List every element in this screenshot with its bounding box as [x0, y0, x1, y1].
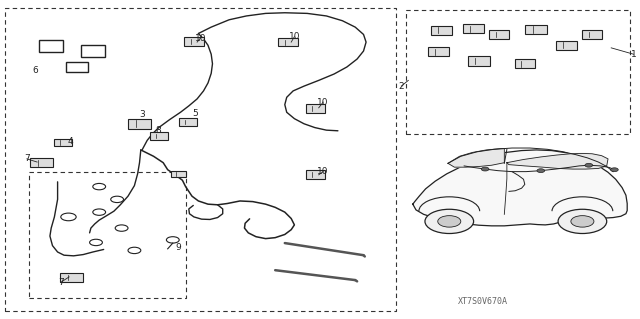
Text: 10: 10 [317, 167, 329, 176]
FancyBboxPatch shape [515, 59, 535, 68]
FancyBboxPatch shape [306, 170, 325, 179]
Circle shape [438, 216, 461, 227]
FancyBboxPatch shape [463, 24, 484, 33]
FancyBboxPatch shape [428, 47, 449, 56]
FancyBboxPatch shape [489, 30, 509, 39]
Text: 4: 4 [68, 137, 73, 146]
Text: 10: 10 [195, 34, 206, 43]
FancyBboxPatch shape [525, 25, 547, 34]
Circle shape [585, 163, 593, 167]
Text: 10: 10 [289, 32, 300, 41]
FancyBboxPatch shape [556, 41, 577, 50]
FancyBboxPatch shape [60, 273, 83, 282]
FancyBboxPatch shape [431, 26, 452, 35]
Text: 9: 9 [175, 243, 180, 252]
Text: 10: 10 [317, 98, 329, 107]
Text: 7: 7 [58, 278, 63, 287]
FancyBboxPatch shape [468, 56, 490, 66]
Circle shape [611, 168, 618, 172]
Circle shape [558, 209, 607, 234]
Polygon shape [448, 149, 504, 167]
FancyBboxPatch shape [306, 104, 325, 113]
Polygon shape [413, 150, 627, 226]
Text: 6: 6 [33, 66, 38, 75]
Circle shape [425, 209, 474, 234]
FancyBboxPatch shape [30, 158, 53, 167]
FancyBboxPatch shape [582, 30, 602, 39]
Circle shape [537, 169, 545, 173]
Text: XT7S0V670A: XT7S0V670A [458, 297, 508, 306]
FancyBboxPatch shape [128, 119, 151, 129]
FancyBboxPatch shape [278, 38, 298, 46]
FancyBboxPatch shape [150, 132, 168, 140]
Text: 2: 2 [399, 82, 404, 91]
Text: 7: 7 [24, 154, 29, 163]
FancyBboxPatch shape [179, 118, 197, 126]
Text: 3: 3 [140, 110, 145, 119]
Circle shape [571, 216, 594, 227]
FancyBboxPatch shape [184, 37, 204, 46]
Text: 5: 5 [193, 109, 198, 118]
Circle shape [481, 167, 489, 171]
FancyBboxPatch shape [54, 139, 72, 146]
Polygon shape [507, 153, 608, 169]
FancyBboxPatch shape [171, 170, 186, 177]
Text: 1: 1 [631, 50, 636, 59]
Text: 8: 8 [156, 126, 161, 135]
